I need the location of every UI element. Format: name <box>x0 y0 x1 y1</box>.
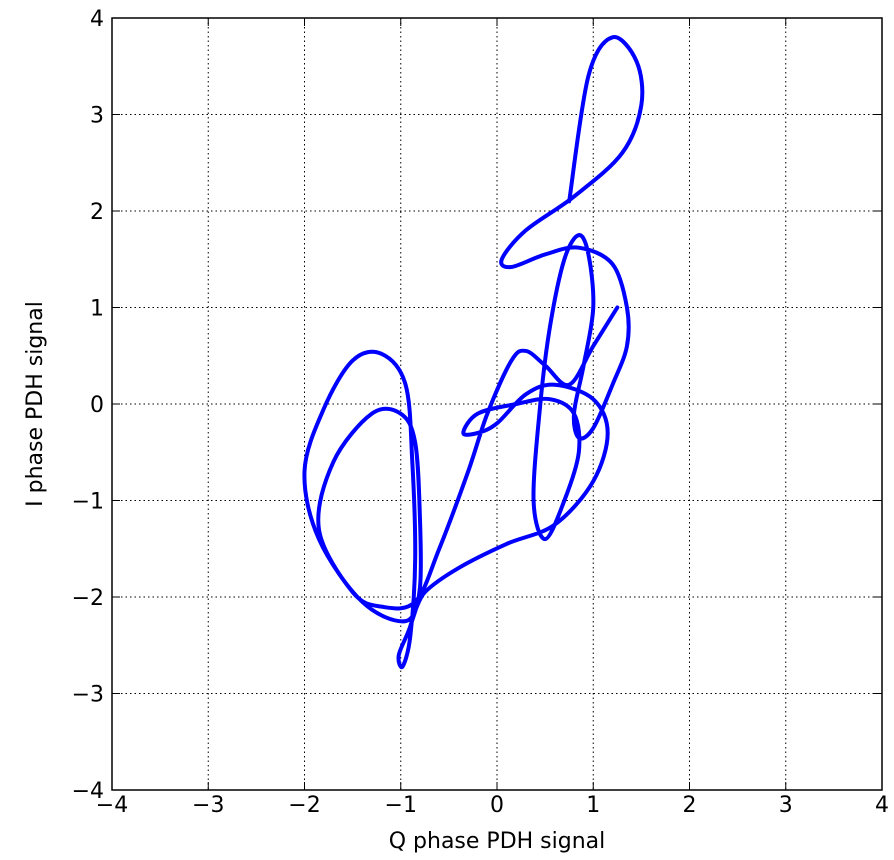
y-tick-label: −3 <box>72 683 104 708</box>
y-tick-label: 1 <box>90 297 104 322</box>
y-tick-label: −1 <box>72 490 104 515</box>
x-tick-label: 3 <box>779 793 793 818</box>
y-tick-label: −4 <box>72 779 104 804</box>
y-tick-label: 4 <box>90 7 104 32</box>
x-tick-label: 2 <box>683 793 697 818</box>
x-tick-label: −1 <box>385 793 417 818</box>
y-tick-label: 3 <box>90 104 104 129</box>
x-tick-label: 4 <box>875 793 889 818</box>
y-tick-label: 0 <box>90 393 104 418</box>
axes-frame <box>111 17 883 791</box>
x-tick-label: −2 <box>288 793 320 818</box>
data-line <box>302 35 645 670</box>
y-axis-label: I phase PDH signal <box>23 301 48 507</box>
x-tick-label: 0 <box>490 793 504 818</box>
x-tick-label: −3 <box>192 793 224 818</box>
x-tick-label: 1 <box>586 793 600 818</box>
x-axis-label: Q phase PDH signal <box>389 829 606 854</box>
y-tick-label: 2 <box>90 200 104 225</box>
x-tick-label: −4 <box>96 793 128 818</box>
y-tick-label: −2 <box>72 586 104 611</box>
